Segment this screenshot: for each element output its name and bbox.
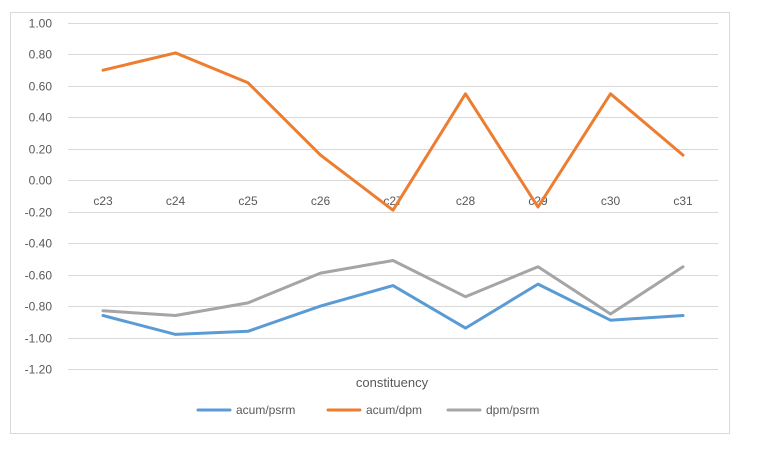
legend-label-acum-dpm: acum/dpm bbox=[366, 403, 422, 417]
legend-label-acum-psrm: acum/psrm bbox=[236, 403, 295, 417]
y-tick-label: -1.00 bbox=[25, 332, 53, 346]
y-tick-label: 0.20 bbox=[29, 143, 53, 157]
x-tick-label-c25: c25 bbox=[238, 194, 258, 208]
y-tick-label: -1.20 bbox=[25, 363, 53, 377]
series-line-dpm-psrm bbox=[101, 259, 685, 317]
y-tick-label: 0.80 bbox=[29, 48, 53, 62]
y-tick-label: 0.60 bbox=[29, 80, 53, 94]
y-tick-label: 0.40 bbox=[29, 111, 53, 125]
x-tick-label-c30: c30 bbox=[601, 194, 621, 208]
series-line-acum-psrm bbox=[101, 282, 685, 336]
x-tick-label-c31: c31 bbox=[673, 194, 693, 208]
chart-frame bbox=[10, 12, 730, 434]
x-tick-label-c26: c26 bbox=[311, 194, 331, 208]
x-tick-label-c28: c28 bbox=[456, 194, 476, 208]
y-axis-tick-labels: 1.00 0.80 0.60 0.40 0.20 0.00 -0.20 -0.40 -0.60 -… bbox=[25, 17, 53, 377]
y-tick-label: 1.00 bbox=[29, 17, 53, 31]
x-axis-title: constituency bbox=[356, 375, 429, 390]
x-tick-label-c24: c24 bbox=[166, 194, 186, 208]
series-lines bbox=[101, 51, 685, 336]
x-axis-tick-labels: c23 c24 c25 c26 c27 c28 c29 c30 c31 bbox=[93, 194, 693, 208]
y-tick-label: -0.80 bbox=[25, 300, 53, 314]
y-tick-label: 0.00 bbox=[29, 174, 53, 188]
series-line-acum-dpm bbox=[101, 51, 685, 212]
y-tick-label: -0.40 bbox=[25, 237, 53, 251]
y-tick-label: -0.20 bbox=[25, 206, 53, 220]
legend: acum/psrm acum/dpm dpm/psrm bbox=[196, 403, 539, 417]
legend-label-dpm-psrm: dpm/psrm bbox=[486, 403, 539, 417]
x-tick-label-c23: c23 bbox=[93, 194, 113, 208]
y-tick-label: -0.60 bbox=[25, 269, 53, 283]
